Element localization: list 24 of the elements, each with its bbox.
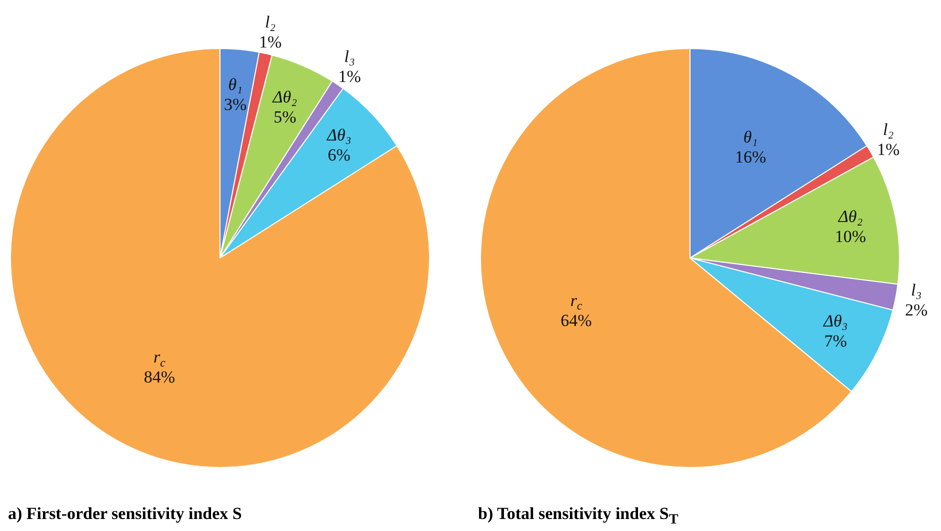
slice-label: l₃: [344, 46, 355, 66]
data-label: 3%: [224, 94, 247, 114]
slice-label: Δθ₂: [837, 206, 863, 226]
data-label: 64%: [560, 310, 592, 330]
slice-label: l₂: [883, 120, 894, 140]
slice-label: Δθ₂: [272, 88, 298, 106]
data-label: 1%: [258, 32, 282, 52]
text: a) First-order sensitivity index S: [8, 504, 242, 524]
data-label: 10%: [834, 226, 866, 246]
slice-label: Δθ₃: [822, 312, 848, 331]
text: b) Total sensitivity index S$_{T}$: [478, 504, 678, 528]
slice-label: l₃: [911, 280, 922, 300]
data-label: 6%: [328, 146, 350, 165]
data-label: 5%: [274, 108, 296, 126]
slice-label: l₂: [264, 12, 276, 32]
data-label: 84%: [144, 368, 176, 387]
slice-label: θ₁: [228, 74, 243, 94]
data-label: 2%: [905, 300, 928, 320]
data-label: 1%: [877, 140, 900, 160]
data-label: 16%: [734, 147, 766, 166]
data-label: 1%: [338, 66, 361, 86]
slice-label: θ₁: [743, 127, 758, 146]
slice-label: Δθ₃: [326, 126, 352, 145]
data-label: 7%: [824, 332, 847, 351]
